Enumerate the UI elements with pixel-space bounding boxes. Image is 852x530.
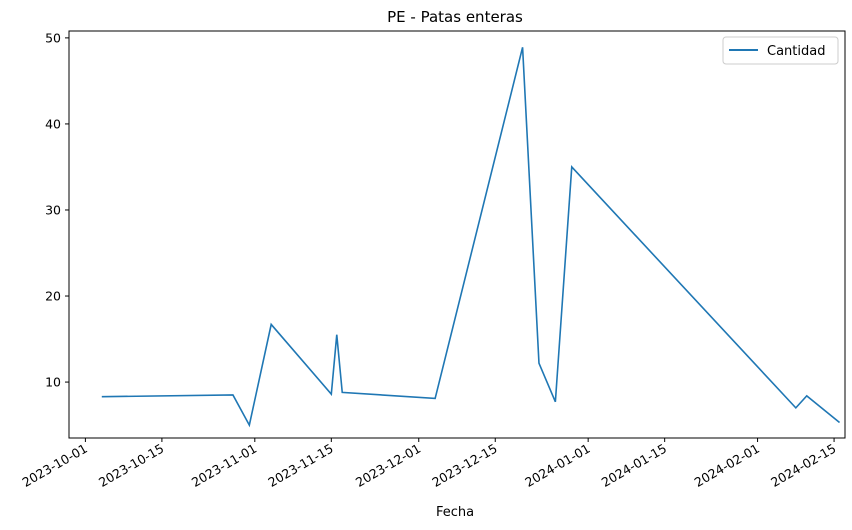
x-tick-label: 2023-11-15 — [265, 441, 335, 490]
x-tick-label: 2024-01-01 — [522, 441, 592, 490]
x-tick-label: 2023-11-01 — [189, 441, 259, 490]
y-tick-label: 30 — [45, 202, 61, 217]
series-line-cantidad — [101, 47, 841, 428]
x-axis: 2023-10-01 2023-10-15 2023-11-01 2023-11-15… — [19, 438, 839, 490]
legend: Cantidad — [722, 36, 839, 65]
y-tick-label: 40 — [45, 116, 61, 131]
x-tick-label: 2024-01-15 — [599, 441, 669, 490]
x-tick-label: 2023-10-01 — [19, 441, 89, 490]
x-tick-label: 2024-02-15 — [768, 441, 838, 490]
x-tick-label: 2023-12-01 — [353, 441, 423, 490]
legend-label-cantidad: Cantidad — [767, 44, 825, 59]
series-layer — [101, 47, 841, 428]
chart-title: PE - Patas enteras — [387, 8, 523, 26]
x-tick-label: 2024-02-01 — [692, 441, 762, 490]
x-tick-label: 2023-12-15 — [429, 441, 499, 490]
plot-area — [68, 30, 846, 439]
x-tick-label: 2023-10-15 — [96, 441, 166, 490]
y-tick-label: 20 — [45, 289, 61, 304]
x-axis-label: Fecha — [436, 505, 474, 520]
y-axis: 10 20 30 40 50 — [45, 30, 69, 390]
legend-box — [722, 36, 839, 65]
y-tick-label: 50 — [45, 30, 61, 45]
y-tick-label: 10 — [45, 375, 61, 390]
